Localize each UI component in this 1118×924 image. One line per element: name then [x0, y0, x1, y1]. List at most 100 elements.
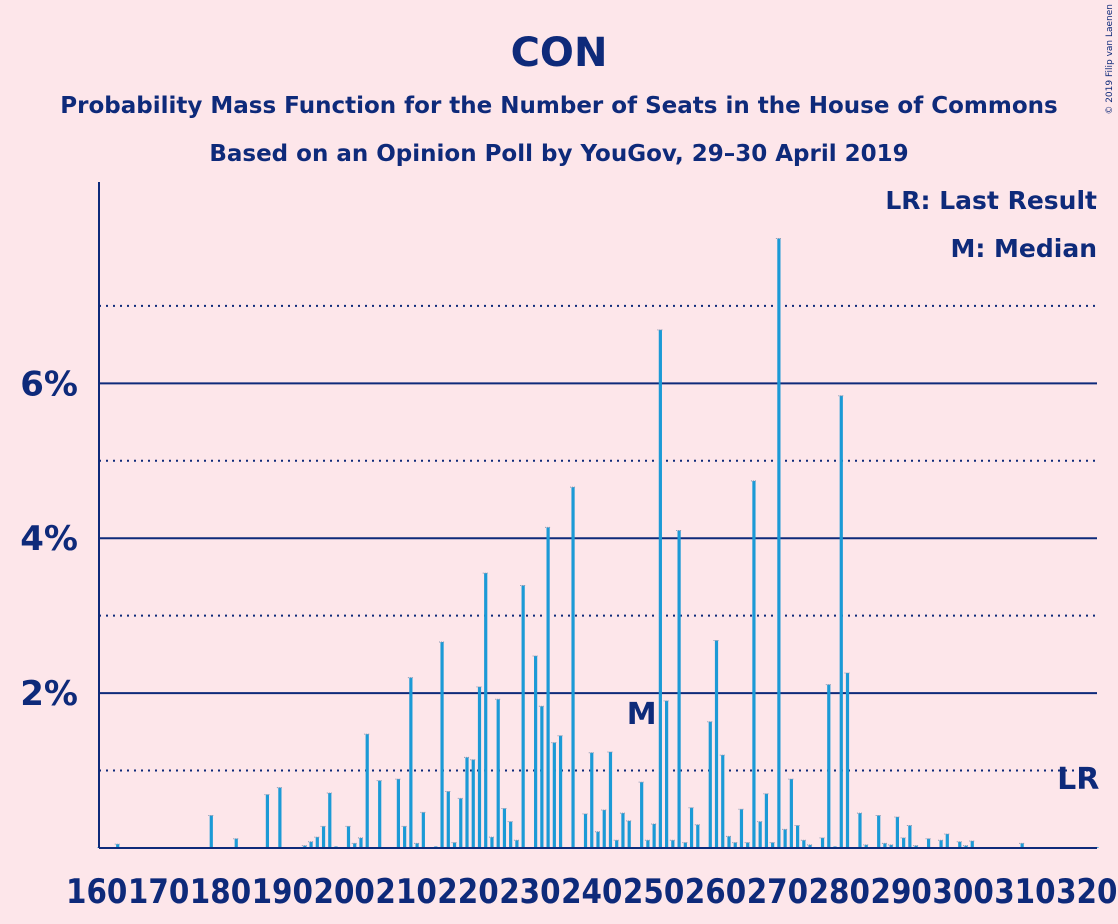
x-tick-label: 280	[809, 872, 870, 912]
bar	[658, 329, 662, 848]
bar	[889, 844, 893, 848]
bar	[771, 842, 775, 848]
bars	[97, 238, 1099, 848]
x-tick-label: 250	[623, 872, 684, 912]
copyright-notice: © 2019 Filip van Laenen	[1105, 4, 1115, 115]
legend-last-result: LR: Last Result	[885, 186, 1097, 215]
bar	[696, 824, 700, 848]
x-tick-label: 290	[871, 872, 932, 912]
median-marker: M	[627, 697, 657, 732]
bar	[315, 837, 319, 848]
bar	[945, 834, 949, 848]
bar	[365, 734, 369, 848]
bar	[926, 838, 931, 848]
bar	[796, 825, 800, 848]
bar	[864, 844, 868, 848]
bar	[471, 759, 475, 848]
bar	[415, 843, 419, 848]
bar	[552, 742, 556, 848]
bar	[789, 779, 793, 848]
last-result-marker: LR	[1057, 762, 1099, 797]
bar	[777, 238, 781, 848]
y-axis-tick-labels: 2% 4% 6%	[20, 364, 78, 714]
bar	[802, 840, 806, 848]
bar	[321, 826, 326, 848]
bar	[689, 807, 694, 848]
bar	[496, 699, 500, 848]
bar	[440, 642, 444, 848]
bar	[839, 395, 843, 848]
bar	[733, 842, 737, 848]
bar	[502, 808, 507, 848]
bar	[602, 810, 606, 848]
bar	[209, 815, 213, 848]
x-tick-label: 180	[190, 872, 251, 912]
bar	[546, 527, 550, 848]
bar	[708, 721, 712, 848]
bar	[278, 787, 282, 848]
bar	[515, 840, 519, 848]
gridlines	[99, 304, 1097, 772]
y-tick-label: 6%	[20, 364, 78, 404]
bar	[540, 706, 544, 848]
bar	[640, 782, 644, 848]
chart-subtitle-1: Probability Mass Function for the Number…	[60, 93, 1057, 119]
x-tick-label: 200	[314, 872, 375, 912]
bar	[346, 826, 351, 848]
chart-subtitle-2: Based on an Opinion Poll by YouGov, 29–3…	[209, 141, 908, 167]
bar	[234, 838, 238, 848]
y-tick-label: 4%	[20, 519, 78, 559]
bar	[758, 821, 762, 848]
bar	[403, 826, 407, 848]
bar	[858, 813, 862, 848]
bar	[683, 842, 687, 848]
x-tick-label: 300	[932, 872, 993, 912]
axes	[98, 182, 1097, 849]
bar	[590, 752, 594, 848]
x-tick-label: 320	[1056, 872, 1117, 912]
bar	[116, 844, 120, 848]
x-tick-label: 190	[252, 872, 313, 912]
bar	[484, 573, 488, 848]
bar	[521, 585, 525, 848]
x-tick-label: 260	[685, 872, 746, 912]
bar	[808, 844, 812, 848]
bar	[303, 845, 307, 848]
bar	[446, 791, 450, 848]
x-tick-label: 170	[128, 872, 189, 912]
bar	[671, 840, 675, 848]
bar	[477, 686, 482, 848]
bar	[939, 840, 943, 848]
bar	[958, 841, 962, 848]
bar	[615, 840, 619, 848]
bar	[895, 817, 899, 848]
y-tick-label: 2%	[20, 674, 78, 714]
bar	[714, 640, 719, 848]
x-tick-label: 240	[561, 872, 622, 912]
bar	[652, 823, 656, 848]
bar	[571, 487, 575, 848]
bar	[396, 779, 400, 848]
bar	[665, 700, 669, 848]
x-tick-label: 310	[994, 872, 1055, 912]
bar	[265, 794, 270, 848]
bar	[490, 837, 494, 848]
bar	[353, 843, 357, 848]
bar	[908, 825, 912, 848]
bar	[558, 735, 563, 848]
bar	[845, 672, 850, 848]
bar	[509, 821, 513, 848]
x-axis-tick-labels: 160 170 180 190 200 210 220 230 240 250 260 270 280 2…	[66, 872, 1118, 912]
bar	[902, 837, 906, 848]
bar	[764, 793, 769, 848]
legend-median: M: Median	[950, 234, 1097, 263]
x-tick-label: 270	[747, 872, 808, 912]
bar	[596, 831, 600, 848]
bar	[309, 841, 313, 848]
x-tick-label: 210	[375, 872, 436, 912]
x-tick-label: 160	[66, 872, 127, 912]
bar	[677, 530, 681, 848]
bar	[783, 829, 787, 848]
bar	[877, 815, 881, 848]
